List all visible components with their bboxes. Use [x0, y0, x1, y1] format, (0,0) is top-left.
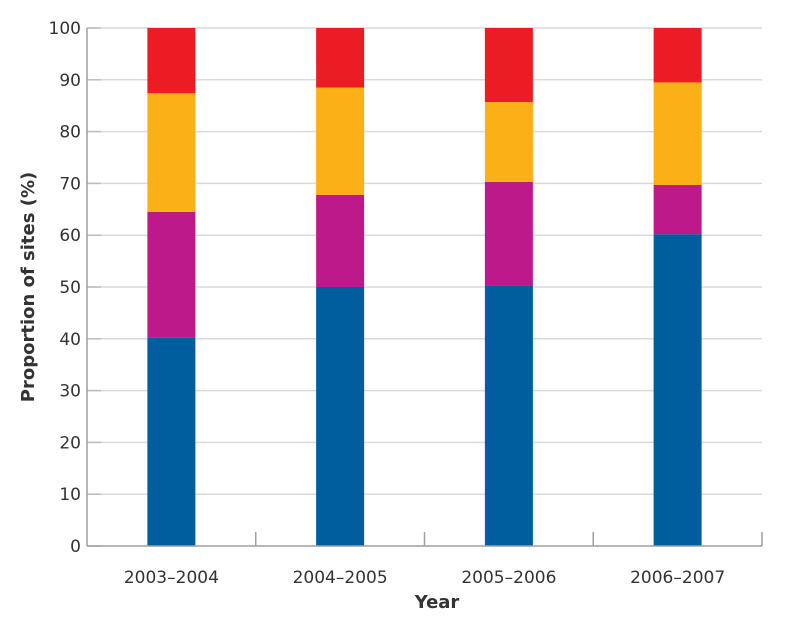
bar-segment-magenta	[316, 194, 365, 287]
bar-segment-blue	[484, 285, 533, 546]
bar-stack-2004–2005	[316, 28, 365, 546]
bar-segment-red	[147, 28, 196, 94]
x-axis: 2003–2004 2004–2005 2005–2006 2006–2007	[86, 28, 763, 588]
bar-stack-2005–2006	[484, 28, 533, 546]
y-tick-label: 70	[59, 174, 81, 194]
x-tick-label: 2006–2007	[630, 568, 725, 588]
bar-stack-2006–2007	[653, 28, 702, 546]
bar-segment-magenta	[484, 181, 533, 286]
bar-stack-2003–2004	[147, 28, 196, 546]
x-axis-title: Year	[414, 592, 460, 613]
bar-segment-red	[653, 28, 702, 83]
y-tick-label: 100	[49, 19, 81, 39]
y-tick-label: 90	[59, 71, 81, 91]
bar-segment-orange	[653, 82, 702, 185]
gridlines	[87, 27, 762, 495]
y-axis-title: Proportion of sites (%)	[18, 172, 39, 402]
bar-segment-magenta	[653, 184, 702, 235]
bars	[147, 28, 702, 546]
x-tick-label: 2005–2006	[461, 568, 556, 588]
y-axis-ticks: 0 10 20 30 40 50 60 70 80 90 100	[49, 19, 101, 557]
bar-segment-magenta	[147, 211, 196, 338]
bar-segment-red	[316, 28, 365, 88]
y-tick-label: 0	[70, 537, 81, 557]
x-tick-label: 2003–2004	[124, 568, 219, 588]
y-tick-label: 20	[59, 433, 81, 453]
bar-segment-blue	[147, 337, 196, 546]
y-tick-label: 80	[59, 123, 81, 143]
y-tick-label: 10	[59, 485, 81, 505]
bar-segment-orange	[316, 87, 365, 195]
y-tick-label: 40	[59, 330, 81, 350]
x-tick-label: 2004–2005	[293, 568, 388, 588]
y-tick-label: 60	[59, 226, 81, 246]
bar-segment-orange	[484, 102, 533, 182]
y-tick-label: 50	[59, 278, 81, 298]
bar-segment-red	[484, 28, 533, 103]
bar-segment-blue	[316, 287, 365, 546]
bar-segment-blue	[653, 234, 702, 546]
y-tick-label: 30	[59, 382, 81, 402]
bar-segment-orange	[147, 93, 196, 212]
